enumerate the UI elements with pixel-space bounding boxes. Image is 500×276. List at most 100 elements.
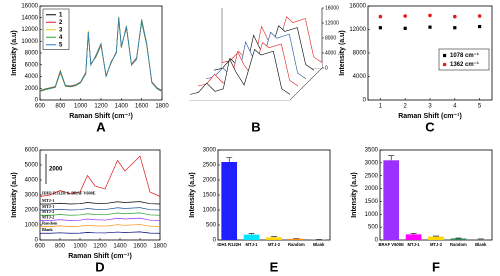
- y-tick-label: 4000: [25, 74, 39, 80]
- bar: [288, 238, 305, 240]
- y-tick-label: 12000: [21, 27, 38, 33]
- x-tick-label: 4: [453, 104, 457, 110]
- legend-label: 1362 cm⁻¹: [450, 61, 479, 68]
- y-tick-label: 8000: [25, 51, 39, 57]
- spectrum-line: [40, 224, 161, 227]
- series-label: MTJ-2: [42, 209, 54, 214]
- series-label: MTJ-1: [42, 198, 54, 203]
- x-tick-label: 1000: [73, 244, 87, 250]
- point: [453, 14, 457, 19]
- y-tick-label: 1000: [365, 212, 379, 218]
- point: [378, 26, 382, 30]
- y-axis-title: Intensity (a.u): [189, 172, 196, 218]
- legend-label: 3: [59, 27, 63, 33]
- y-tick-label: 12000: [325, 20, 339, 26]
- legend-label: 2: [59, 20, 63, 26]
- x-tick-label: 3: [428, 104, 432, 110]
- point: [428, 25, 432, 29]
- x-tick-label: 1000: [74, 104, 88, 110]
- y-tick-label: 4000: [353, 74, 367, 80]
- x-axis-title: Raman Shift (cm⁻¹): [69, 113, 133, 120]
- error-bar: [388, 155, 395, 161]
- bar: [243, 234, 260, 240]
- y-axis-title: Intensity (a.u): [351, 172, 358, 218]
- x-tick-label: MTJ-2: [430, 242, 443, 247]
- error-bar: [248, 233, 255, 235]
- panel-letter: C: [425, 119, 435, 134]
- spectrum-line: [40, 201, 161, 205]
- error-bar: [433, 235, 439, 237]
- x-axis-title: Raman Shift (cm⁻¹): [68, 253, 132, 260]
- y-tick-label: 1000: [25, 223, 39, 229]
- y-tick-label: 0: [375, 238, 379, 244]
- panel-letter: A: [96, 119, 106, 134]
- x-tick-label: 600: [35, 244, 46, 250]
- error-bar: [226, 157, 233, 162]
- series-label: IDH1 R132H & BRAF V600E: [42, 190, 96, 195]
- scale-bar-label: 2000: [49, 167, 63, 173]
- y-tick-label: 16000: [325, 5, 339, 11]
- y-tick-label: 4000: [25, 178, 39, 184]
- point: [477, 14, 482, 18]
- panel-letter: E: [270, 259, 279, 274]
- x-tick-label: 1200: [94, 104, 108, 110]
- x-tick-label: 800: [55, 244, 66, 250]
- y-tick-label: 16000: [21, 4, 38, 10]
- x-tick-label: Random: [288, 242, 305, 247]
- legend-marker: [442, 62, 447, 67]
- x-tick-label: Blank: [313, 242, 325, 247]
- spectrum-line: [40, 231, 161, 234]
- y-tick-label: 4000: [325, 50, 336, 56]
- y-tick-label: 0: [35, 238, 39, 244]
- spectrum: [190, 49, 290, 100]
- spectrum-line: [40, 207, 161, 211]
- x-tick-label: MTJ-2: [268, 242, 281, 247]
- y-axis-title: Intensity (a.u): [11, 172, 18, 218]
- x-tick-label: 1400: [115, 104, 129, 110]
- spectrum-line: [39, 17, 163, 92]
- bar: [428, 236, 444, 240]
- y-tick-label: 500: [368, 225, 379, 231]
- spectrum-line: [39, 155, 161, 197]
- bar: [266, 237, 282, 240]
- point: [378, 14, 383, 19]
- x-tick-label: 1: [379, 104, 383, 110]
- y-tick-label: 6000: [25, 62, 39, 68]
- y-tick-label: 3500: [365, 148, 379, 154]
- x-tick-label: 1400: [113, 244, 127, 250]
- legend-label: 4: [59, 35, 63, 41]
- x-tick-label: 1800: [155, 104, 169, 110]
- point: [428, 13, 432, 18]
- x-tick-label: 800: [55, 104, 66, 110]
- y-tick-label: 1500: [203, 193, 217, 199]
- panel-letter: F: [432, 259, 440, 274]
- y-tick-label: 8000: [325, 35, 336, 41]
- series-label: Random: [42, 220, 58, 225]
- bar: [383, 160, 400, 240]
- legend-marker: [443, 53, 447, 58]
- x-tick-label: 5: [478, 104, 482, 110]
- y-axis-title: Intensity (a.u): [11, 30, 18, 76]
- y-tick-label: 8000: [353, 51, 367, 57]
- x-tick-label: Random: [450, 242, 467, 247]
- y-tick-label: 16000: [349, 4, 366, 10]
- y-axis-title: Intensity (a.u): [339, 30, 346, 76]
- bar: [405, 234, 422, 240]
- y-tick-label: 14000: [21, 15, 38, 21]
- x-tick-label: 1600: [135, 104, 149, 110]
- y-tick-label: 0: [363, 98, 367, 104]
- point: [453, 26, 457, 30]
- x-tick-label: 1800: [153, 244, 167, 250]
- spectrum-line: [40, 217, 161, 221]
- y-tick-label: 0: [325, 65, 328, 71]
- spectrum-line: [205, 31, 307, 80]
- y-tick-label: 10000: [21, 39, 38, 45]
- x-tick-label: 1200: [93, 244, 107, 250]
- y-tick-label: 2000: [365, 186, 379, 192]
- y-tick-label: 2500: [203, 163, 217, 169]
- y-tick-label: 12000: [349, 27, 366, 33]
- y-tick-label: 2000: [25, 208, 39, 214]
- error-bar: [271, 236, 277, 238]
